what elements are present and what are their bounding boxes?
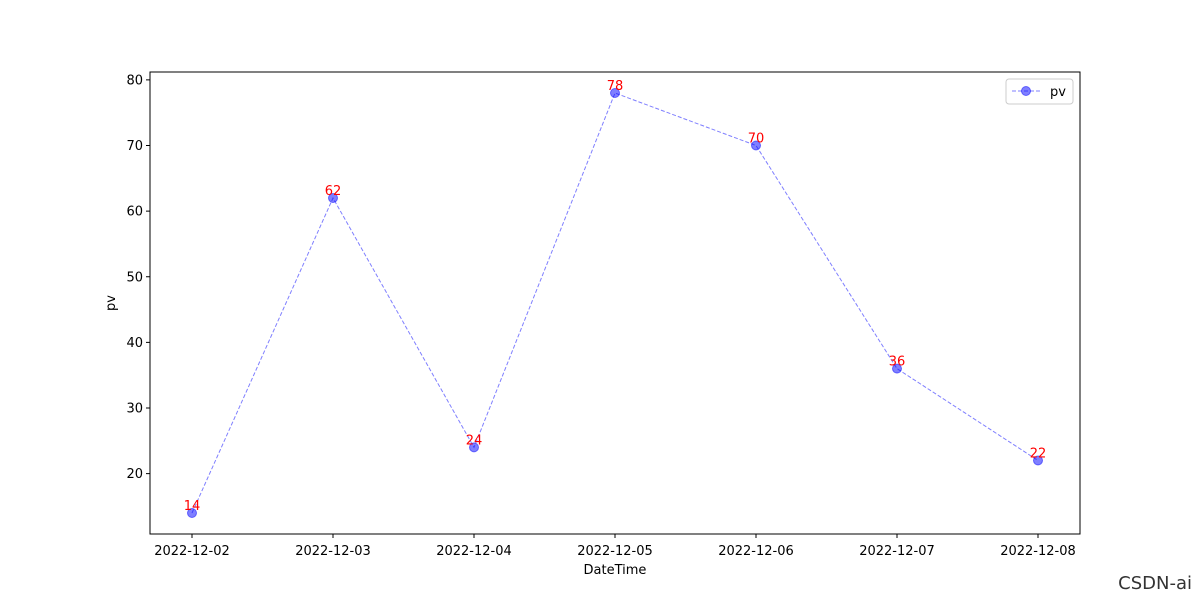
y-tick-label: 50 [126, 270, 143, 285]
data-label: 78 [607, 79, 624, 94]
legend-entry-pv: pv [1050, 85, 1066, 100]
x-axis-label: DateTime [584, 563, 647, 578]
x-tick-label: 2022-12-07 [859, 544, 935, 559]
data-label: 62 [325, 184, 342, 199]
data-point [751, 140, 761, 151]
data-label: 24 [466, 433, 483, 448]
x-tick-label: 2022-12-05 [577, 544, 653, 559]
y-tick-label: 40 [126, 336, 143, 351]
data-point [1033, 455, 1043, 466]
data-point [469, 442, 479, 453]
x-tick-label: 2022-12-04 [436, 544, 512, 559]
y-tick-label: 70 [126, 139, 143, 154]
x-tick-label: 2022-12-06 [718, 544, 794, 559]
legend-marker-swatch [1021, 86, 1031, 96]
x-axis-ticks: 2022-12-02 2022-12-03 2022-12-04 2022-12-05… [154, 534, 1076, 559]
data-label: 14 [184, 499, 201, 514]
y-tick-label: 80 [126, 73, 143, 88]
data-label: 22 [1030, 447, 1047, 462]
y-tick-label: 20 [126, 467, 143, 482]
y-axis-label: pv [104, 295, 119, 311]
data-point [892, 363, 902, 374]
watermark-text: CSDN-ai [1118, 573, 1192, 594]
legend: pv [1005, 78, 1074, 105]
y-tick-label: 60 [126, 205, 143, 220]
x-tick-label: 2022-12-08 [1000, 544, 1076, 559]
series-pv [187, 88, 1043, 518]
data-point [187, 508, 197, 518]
data-label: 36 [889, 355, 906, 370]
plot-frame [149, 71, 1081, 535]
x-tick-label: 2022-12-03 [295, 544, 371, 559]
data-labels: 14 62 24 78 70 36 22 [184, 79, 1047, 514]
data-point [610, 88, 620, 98]
y-axis-ticks: 20 30 40 50 60 70 80 [126, 73, 150, 482]
y-tick-label: 30 [126, 402, 143, 417]
data-point [328, 193, 338, 203]
x-tick-label: 2022-12-02 [154, 544, 230, 559]
data-label: 70 [748, 132, 765, 147]
